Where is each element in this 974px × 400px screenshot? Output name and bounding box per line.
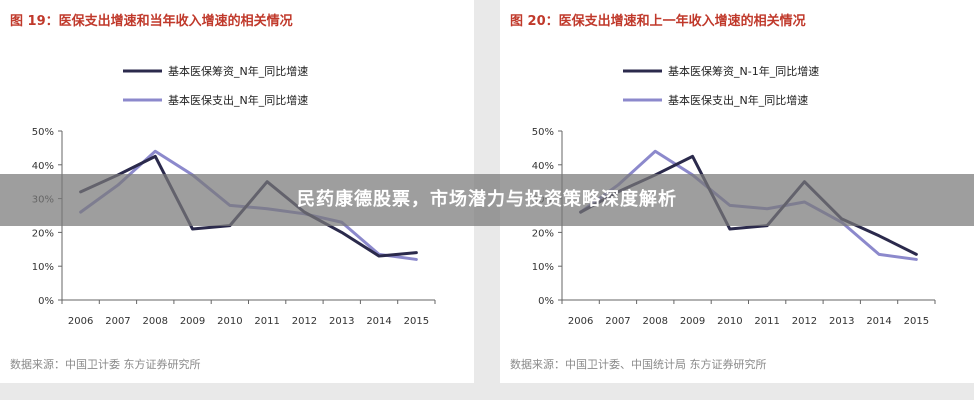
- x-tick-label: 2006: [68, 316, 93, 327]
- x-tick-label: 2012: [792, 316, 817, 327]
- x-tick-label: 2011: [754, 316, 779, 327]
- y-tick-label: 50%: [532, 127, 554, 138]
- legend-label: 基本医保支出_N年_同比增速: [668, 93, 808, 107]
- line-chart: 基本医保筹资_N-1年_同比增速基本医保支出_N年_同比增速0%10%20%30…: [532, 64, 936, 327]
- x-tick-label: 2010: [217, 316, 242, 327]
- chart-source: 数据来源：中国卫计委、中国统计局 东方证券研究所: [510, 358, 767, 371]
- x-tick-label: 2012: [292, 316, 317, 327]
- chart-title: 图 20：医保支出增速和上一年收入增速的相关情况: [510, 14, 806, 29]
- x-tick-label: 2008: [643, 316, 668, 327]
- x-tick-label: 2007: [105, 316, 130, 327]
- legend-label: 基本医保支出_N年_同比增速: [168, 93, 308, 107]
- x-tick-label: 2014: [866, 316, 891, 327]
- x-tick-label: 2009: [180, 316, 205, 327]
- x-tick-label: 2011: [254, 316, 279, 327]
- chart-source: 数据来源：中国卫计委 东方证券研究所: [10, 358, 201, 371]
- x-tick-label: 2006: [568, 316, 593, 327]
- x-tick-label: 2015: [904, 316, 929, 327]
- x-tick-label: 2008: [143, 316, 168, 327]
- x-tick-label: 2013: [329, 316, 354, 327]
- y-tick-label: 40%: [532, 161, 554, 172]
- y-tick-label: 20%: [532, 228, 554, 239]
- x-tick-label: 2010: [717, 316, 742, 327]
- legend-label: 基本医保筹资_N-1年_同比增速: [668, 64, 819, 78]
- legend-label: 基本医保筹资_N年_同比增速: [168, 64, 308, 78]
- x-tick-label: 2007: [605, 316, 630, 327]
- x-tick-label: 2013: [829, 316, 854, 327]
- x-tick-label: 2015: [404, 316, 429, 327]
- y-tick-label: 50%: [32, 127, 54, 138]
- headline-text: 民药康德股票，市场潜力与投资策略深度解析: [297, 189, 677, 210]
- chart-title: 图 19：医保支出增速和当年收入增速的相关情况: [10, 14, 293, 29]
- x-tick-label: 2009: [680, 316, 705, 327]
- headline-banner: [0, 174, 974, 226]
- y-tick-label: 10%: [32, 262, 54, 273]
- x-tick-label: 2014: [366, 316, 391, 327]
- y-tick-label: 20%: [32, 228, 54, 239]
- y-tick-label: 10%: [532, 262, 554, 273]
- y-tick-label: 0%: [38, 296, 54, 307]
- y-tick-label: 0%: [538, 296, 554, 307]
- y-tick-label: 40%: [32, 161, 54, 172]
